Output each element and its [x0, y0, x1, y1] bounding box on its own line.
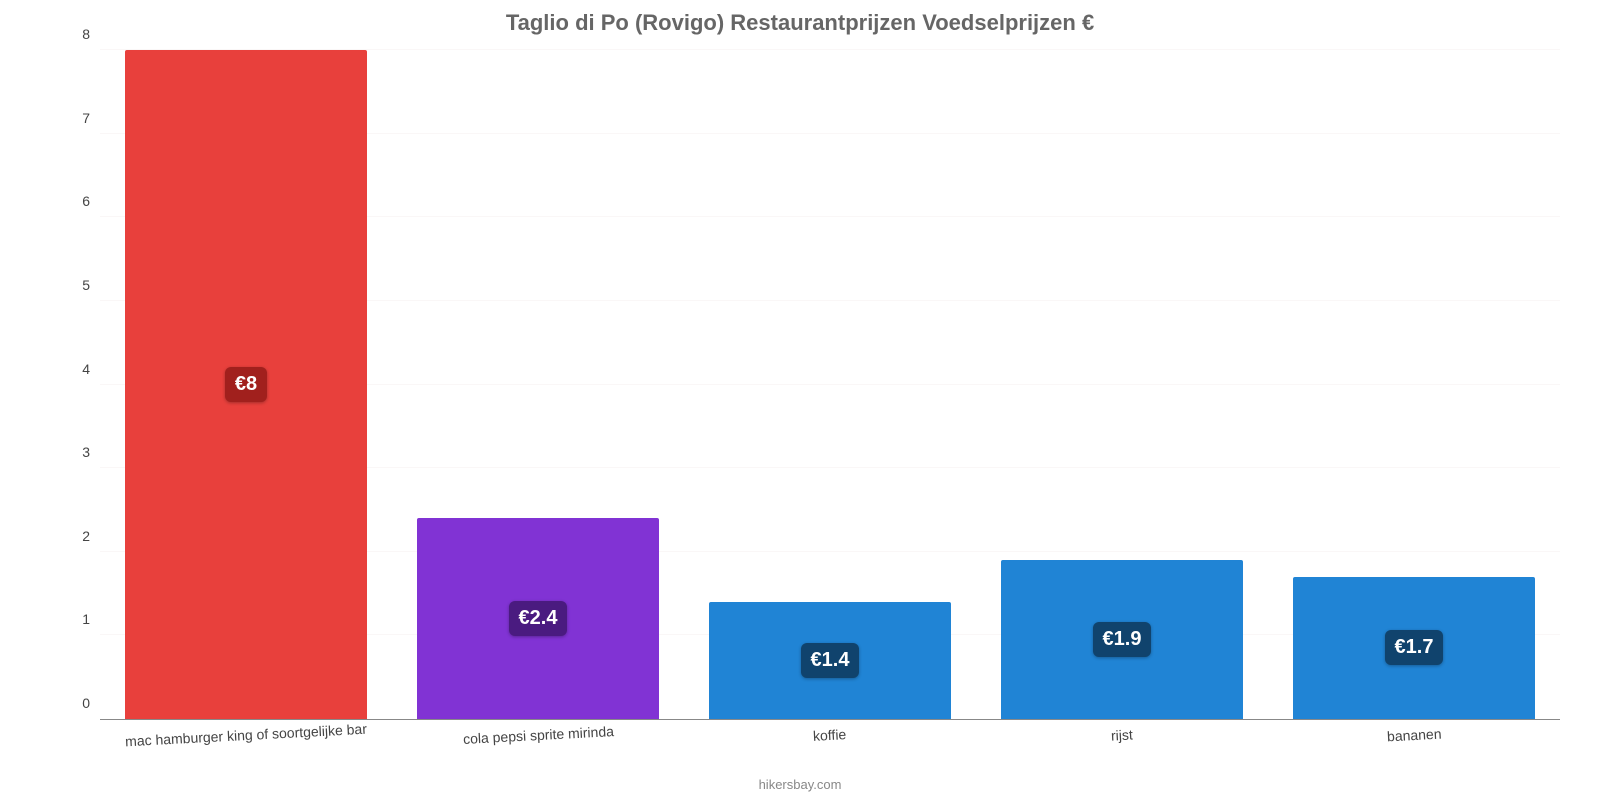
credit-text: hikersbay.com: [0, 777, 1600, 792]
bar-value-label: €2.4: [509, 601, 568, 636]
x-tick-label: rijst: [976, 719, 1268, 743]
y-tick-label: 7: [82, 110, 100, 126]
x-tick-label: bananen: [1268, 719, 1560, 743]
bar-slot: €1.7 bananen: [1268, 50, 1560, 719]
y-tick-label: 6: [82, 193, 100, 209]
y-tick-label: 0: [82, 695, 100, 711]
chart-title: Taglio di Po (Rovigo) Restaurantprijzen …: [0, 0, 1600, 36]
y-tick-label: 4: [82, 361, 100, 377]
x-tick-label: cola pepsi sprite mirinda: [392, 719, 684, 743]
bar-cola: €2.4: [417, 518, 659, 719]
bars-container: €8 mac hamburger king of soortgelijke ba…: [100, 50, 1560, 719]
x-tick-label: mac hamburger king of soortgelijke bar: [100, 719, 392, 743]
bar-slot: €8 mac hamburger king of soortgelijke ba…: [100, 50, 392, 719]
bar-slot: €2.4 cola pepsi sprite mirinda: [392, 50, 684, 719]
bar-slot: €1.9 rijst: [976, 50, 1268, 719]
plot-region: 0 1 2 3 4 5 6 7 8 €8 mac hamburger king …: [100, 50, 1560, 720]
bar-rijst: €1.9: [1001, 560, 1243, 719]
y-tick-label: 3: [82, 444, 100, 460]
y-tick-label: 2: [82, 528, 100, 544]
y-tick-label: 5: [82, 277, 100, 293]
bar-value-label: €8: [225, 367, 267, 402]
bar-mac-hamburger: €8: [125, 50, 367, 719]
bar-bananen: €1.7: [1293, 577, 1535, 719]
bar-value-label: €1.9: [1093, 622, 1152, 657]
bar-value-label: €1.7: [1385, 630, 1444, 665]
bar-slot: €1.4 koffie: [684, 50, 976, 719]
chart-plot-area: 0 1 2 3 4 5 6 7 8 €8 mac hamburger king …: [100, 50, 1560, 720]
bar-koffie: €1.4: [709, 602, 951, 719]
y-tick-label: 1: [82, 611, 100, 627]
x-tick-label: koffie: [684, 719, 976, 743]
bar-value-label: €1.4: [801, 643, 860, 678]
y-tick-label: 8: [82, 26, 100, 42]
